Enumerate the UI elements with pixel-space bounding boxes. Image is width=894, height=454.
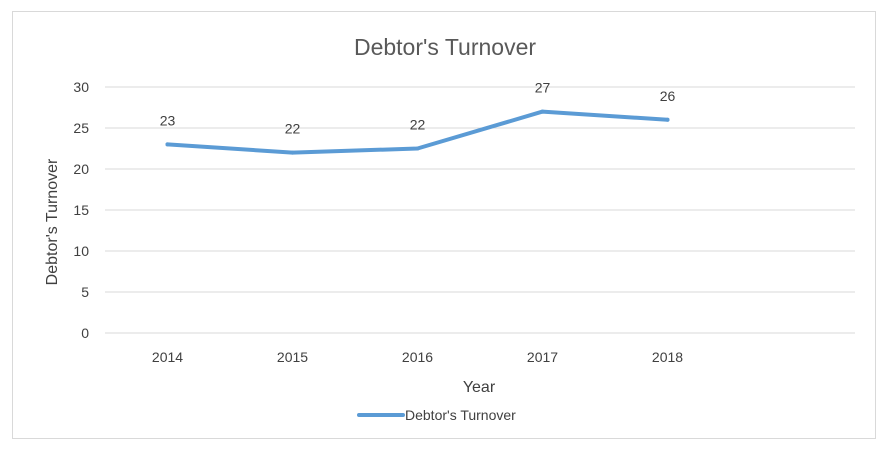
y-tick-label: 10 [73,243,89,259]
data-label: 27 [535,80,551,96]
data-labels: 23 22 22 27 26 [160,80,676,137]
y-tick-label: 5 [81,284,89,300]
y-tick-label: 20 [73,161,89,177]
legend-label: Debtor's Turnover [405,407,516,423]
gridlines [105,86,855,334]
x-tick-label: 2015 [277,349,308,365]
y-tick-label: 30 [73,79,89,95]
y-axis-label: Debtor's Turnover [44,158,61,285]
data-point [540,109,545,114]
data-label: 22 [410,117,426,133]
y-tick-label: 0 [81,325,89,341]
x-axis-label: Year [463,379,496,396]
x-tick-label: 2014 [152,349,183,365]
x-tick-label: 2017 [527,349,558,365]
x-axis-ticks: 2014 2015 2016 2017 2018 [152,349,683,365]
data-label: 26 [660,88,676,104]
chart-title: Debtor's Turnover [354,34,536,60]
data-label: 23 [160,112,176,128]
chart-frame: Debtor's Turnover 0 5 10 15 20 25 30 2014 2015 2… [12,11,876,439]
y-tick-label: 15 [73,202,89,218]
data-point [290,150,295,155]
series-layer [165,109,670,155]
data-point [665,117,670,122]
y-tick-label: 25 [73,120,89,136]
data-point [415,146,420,151]
legend: Debtor's Turnover [357,407,516,423]
y-axis-ticks: 0 5 10 15 20 25 30 [73,79,89,341]
x-tick-label: 2016 [402,349,433,365]
data-point [165,142,170,147]
x-tick-label: 2018 [652,349,683,365]
data-label: 22 [285,121,301,137]
